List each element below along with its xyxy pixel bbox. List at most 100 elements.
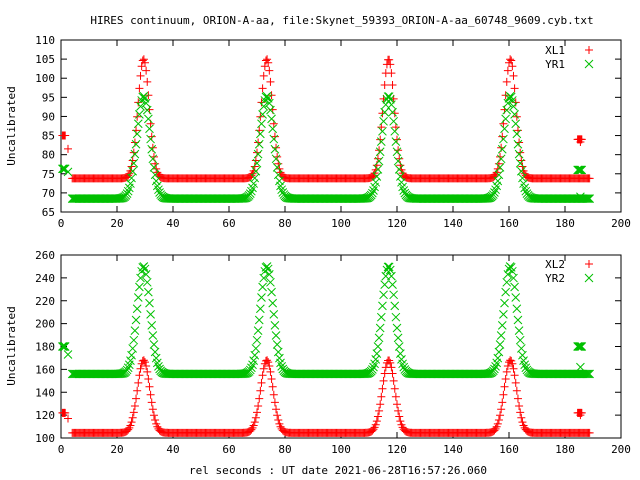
y-tick-label: 120 [35, 409, 55, 422]
data-point-xl1 [260, 62, 269, 71]
data-point-yr2 [515, 335, 525, 345]
data-point-xl1 [136, 71, 145, 80]
data-point-yr1 [585, 194, 594, 203]
data-point-xl1 [124, 171, 133, 180]
data-point-yr2 [249, 356, 258, 365]
bottom-ticks: 0 20 40 60 80 100 120 140 160 180 200 100 120 140 160 1… [35, 249, 631, 456]
data-point-xl2 [498, 398, 507, 407]
data-point-yr2 [371, 355, 381, 364]
data-point-xl1 [64, 144, 72, 153]
data-point-xl2 [257, 378, 266, 387]
data-point-yr1 [132, 129, 142, 139]
data-point-yr2 [379, 290, 388, 300]
legend-marker-glyph [584, 59, 594, 69]
data-point-yr2 [146, 310, 155, 319]
data-point-xl2 [576, 411, 585, 420]
data-point-xl2 [491, 424, 500, 433]
data-point-yr2 [149, 340, 159, 349]
data-point-yr1 [256, 129, 265, 139]
data-point-xl1 [498, 132, 507, 141]
data-point-yr2 [509, 273, 518, 283]
y-tick-label: 260 [35, 249, 55, 262]
data-point-xl2 [516, 408, 525, 417]
data-point-yr1 [584, 194, 593, 203]
data-point-xl2 [496, 411, 505, 420]
data-point-yr2 [271, 331, 281, 340]
data-point-xl1 [251, 156, 260, 165]
data-point-yr1 [380, 107, 390, 117]
data-point-xl2 [144, 374, 153, 383]
bottom-plot-frame [60, 254, 622, 439]
data-point-yr1 [576, 192, 585, 202]
data-point-yr2 [581, 369, 591, 379]
data-point-yr1 [139, 91, 149, 101]
data-point-yr2 [252, 335, 262, 345]
data-point-yr2 [373, 342, 383, 351]
data-point-yr2 [520, 360, 530, 370]
data-point-yr1 [252, 158, 262, 168]
data-point-xl1 [139, 55, 148, 64]
data-point-yr2 [266, 277, 275, 287]
data-point-xl2 [394, 406, 403, 415]
data-point-yr2 [583, 369, 592, 379]
data-point-yr2 [483, 369, 493, 379]
data-point-yr1 [392, 147, 402, 157]
data-point-yr1 [375, 147, 385, 157]
data-point-yr2 [140, 264, 150, 274]
top-panel: 0 20 40 60 80 100 120 140 160 180 200 65 70 75 80 85 90 9… [5, 34, 631, 230]
data-point-xl1 [508, 62, 517, 71]
data-point-xl2 [61, 408, 70, 417]
data-point-xl2 [245, 427, 254, 436]
data-point-yr1 [131, 139, 141, 149]
data-point-yr1 [264, 98, 274, 108]
x-tick-label: 80 [278, 443, 291, 456]
data-point-xl2 [377, 392, 386, 401]
data-point-xl2 [64, 414, 72, 423]
data-point-xl1 [585, 174, 594, 183]
data-point-yr2 [129, 335, 139, 345]
data-point-xl1 [137, 62, 146, 71]
data-point-yr1 [394, 165, 404, 174]
data-point-yr2 [394, 342, 404, 351]
data-point-yr1 [388, 107, 397, 117]
data-point-xl2 [263, 356, 272, 365]
x-tick-label: 160 [499, 443, 519, 456]
data-point-xl2 [373, 412, 382, 421]
data-point-yr2 [380, 280, 390, 289]
data-point-yr2 [369, 362, 378, 372]
data-point-yr1 [509, 102, 518, 111]
x-tick-label: 200 [611, 217, 631, 230]
data-point-xl2 [500, 382, 509, 391]
data-point-xl1 [247, 171, 256, 180]
data-point-yr1 [128, 166, 138, 176]
data-point-yr1 [245, 189, 255, 198]
data-point-yr2 [387, 271, 396, 281]
data-point-xl1 [258, 84, 267, 93]
data-point-yr2 [398, 359, 407, 369]
data-point-yr2 [497, 321, 507, 330]
data-point-yr1 [122, 189, 132, 198]
y-tick-label: 75 [42, 168, 55, 181]
data-point-xl2 [121, 427, 130, 436]
data-point-yr2 [147, 321, 157, 330]
data-point-xl2 [134, 378, 143, 387]
data-point-yr1 [521, 186, 531, 196]
data-point-xl2 [259, 364, 268, 373]
data-point-yr2 [256, 304, 265, 314]
data-point-yr1 [384, 92, 394, 101]
legend-marker-yr2 [584, 273, 594, 283]
data-point-xl1 [395, 154, 404, 163]
data-point-yr1 [373, 165, 383, 174]
data-point-xl2 [256, 386, 265, 395]
legend-marker-xl1 [585, 46, 593, 54]
data-point-xl1 [386, 60, 395, 69]
data-point-yr1 [253, 149, 263, 159]
data-point-xl2 [372, 417, 381, 426]
bottom-data-points [58, 262, 594, 437]
data-point-yr1 [497, 144, 507, 154]
data-point-xl2 [253, 408, 261, 417]
y-tick-label: 105 [35, 53, 55, 66]
data-point-yr1 [387, 100, 396, 110]
data-point-xl2 [268, 382, 277, 391]
data-point-xl2 [376, 400, 385, 409]
